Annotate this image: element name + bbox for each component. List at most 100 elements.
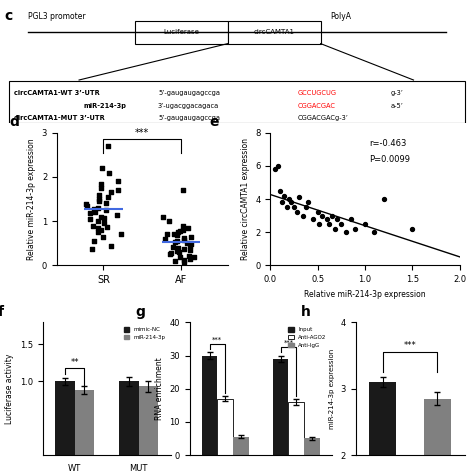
Point — [97, 226, 104, 234]
Point — [409, 225, 416, 233]
Text: P=0.0099: P=0.0099 — [369, 155, 410, 164]
Point — [342, 228, 350, 236]
Point — [95, 191, 103, 199]
Point — [169, 243, 177, 251]
Bar — [9, 81, 465, 123]
Point — [331, 225, 338, 233]
Text: PolyA: PolyA — [330, 12, 351, 21]
Legend: mimic-NC, miR-214-3p: mimic-NC, miR-214-3p — [121, 325, 168, 342]
Bar — [369, 382, 396, 474]
Point — [164, 230, 171, 237]
Text: h: h — [301, 305, 311, 319]
Point — [352, 225, 359, 233]
Point — [94, 224, 101, 232]
Text: g: g — [136, 305, 146, 319]
Text: a-5’: a-5’ — [390, 103, 403, 109]
Point — [174, 228, 182, 236]
Point — [113, 211, 121, 219]
Point — [86, 215, 94, 223]
Text: ***: *** — [212, 337, 222, 343]
Point — [176, 227, 184, 235]
Point — [98, 164, 106, 172]
Point — [107, 189, 114, 196]
Point — [186, 242, 193, 249]
Text: CGGACGACg-3’: CGGACGACg-3’ — [297, 115, 348, 120]
Y-axis label: Relative circCAMTA1 expression: Relative circCAMTA1 expression — [240, 138, 249, 260]
Point — [180, 236, 188, 244]
Point — [180, 245, 188, 253]
Text: circCAMTA1-MUT 3’-UTR: circCAMTA1-MUT 3’-UTR — [14, 115, 105, 120]
Point — [276, 187, 283, 195]
Point — [98, 213, 105, 220]
Point — [165, 218, 173, 225]
Point — [281, 192, 288, 200]
Point — [94, 218, 102, 225]
Point — [171, 231, 178, 238]
Point — [103, 223, 111, 230]
Point — [300, 212, 307, 219]
Point — [179, 226, 186, 234]
Point — [102, 199, 109, 206]
Point — [328, 212, 336, 219]
Point — [95, 198, 103, 205]
Point — [171, 238, 179, 246]
Point — [187, 255, 194, 263]
Point — [90, 237, 97, 245]
Point — [167, 249, 174, 257]
Point — [98, 180, 105, 187]
Point — [274, 162, 282, 170]
Point — [181, 234, 188, 242]
Bar — [288, 402, 304, 455]
Text: circCAMTA1: circCAMTA1 — [254, 29, 295, 35]
Point — [100, 219, 108, 227]
Point — [290, 204, 298, 211]
Text: ***: *** — [283, 340, 293, 346]
Point — [185, 252, 192, 259]
Point — [323, 215, 331, 223]
Bar — [75, 390, 94, 455]
Text: f: f — [0, 305, 4, 319]
Text: r=-0.463: r=-0.463 — [369, 139, 406, 148]
Y-axis label: Relative miR-214-3p expression: Relative miR-214-3p expression — [27, 138, 36, 260]
Point — [104, 142, 112, 150]
Point — [94, 204, 102, 212]
Bar — [273, 359, 288, 455]
Point — [82, 201, 90, 208]
Point — [287, 199, 295, 206]
Point — [184, 224, 191, 232]
Point — [98, 184, 105, 192]
Point — [83, 202, 91, 210]
Point — [316, 220, 323, 228]
Text: CGGACGAC: CGGACGAC — [297, 103, 336, 109]
Point — [314, 209, 321, 216]
Point — [347, 215, 355, 223]
Point — [293, 209, 301, 216]
Point — [86, 210, 94, 217]
Text: PGL3 promoter: PGL3 promoter — [28, 12, 86, 21]
Bar — [424, 399, 451, 474]
Y-axis label: Luciferase activity: Luciferase activity — [5, 354, 14, 424]
Point — [117, 231, 125, 238]
Point — [337, 220, 345, 228]
Text: ***: *** — [404, 341, 416, 350]
Text: WT: WT — [68, 464, 81, 473]
Point — [102, 206, 110, 214]
Point — [107, 242, 115, 249]
Text: d: d — [9, 115, 19, 129]
Point — [186, 246, 194, 254]
Point — [161, 235, 168, 243]
X-axis label: Relative miR-214-3p expression: Relative miR-214-3p expression — [304, 290, 426, 299]
Point — [94, 228, 101, 236]
Text: Luciferase: Luciferase — [164, 29, 199, 35]
Point — [175, 248, 183, 256]
Y-axis label: RNA enrichment: RNA enrichment — [155, 357, 164, 420]
Text: **: ** — [71, 357, 79, 366]
Point — [105, 193, 112, 201]
Text: MUT: MUT — [129, 464, 148, 473]
Text: circCAMTA1-WT 3’-UTR: circCAMTA1-WT 3’-UTR — [14, 90, 100, 96]
Bar — [233, 437, 248, 455]
Point — [285, 195, 293, 203]
Y-axis label: miR-214-3p expression: miR-214-3p expression — [329, 348, 335, 429]
Point — [174, 244, 182, 252]
Text: 5’-gaugaugagccga: 5’-gaugaugagccga — [158, 90, 220, 96]
